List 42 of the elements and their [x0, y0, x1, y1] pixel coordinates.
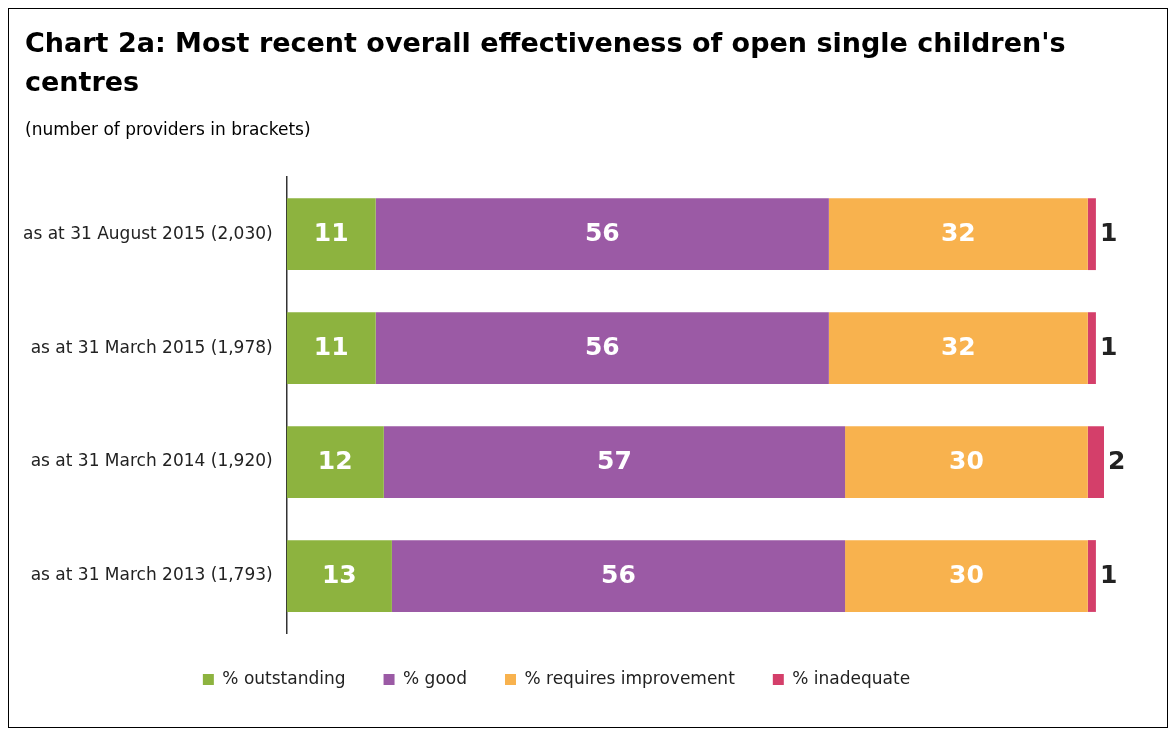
- bar: [383, 426, 846, 499]
- legend-label: % outstanding: [222, 668, 346, 689]
- data-label: 12: [317, 445, 353, 475]
- bar: [1087, 198, 1096, 271]
- bar: [286, 312, 376, 385]
- chart-subtitle: (number of providers in brackets): [24, 118, 312, 140]
- data-label: 32: [940, 331, 976, 361]
- data-label: 1: [1099, 559, 1118, 589]
- y-tick-label: as at 31 August 2015 (2,030): [22, 222, 273, 243]
- y-tick-label: as at 31 March 2013 (1,793): [30, 564, 273, 585]
- data-label: 11: [313, 331, 349, 361]
- bar: [828, 312, 1088, 385]
- bar: [391, 540, 846, 613]
- bar: [375, 312, 829, 385]
- bar: [375, 198, 829, 271]
- y-tick-label: as at 31 March 2014 (1,920): [30, 450, 273, 471]
- data-label: 1: [1099, 217, 1118, 247]
- data-label: 56: [601, 559, 636, 589]
- data-label: 11: [313, 217, 349, 247]
- bar: [286, 540, 392, 613]
- bar: [828, 198, 1088, 271]
- bar: [845, 426, 1088, 499]
- data-label: 30: [949, 445, 984, 475]
- legend-label: % inadequate: [792, 668, 911, 689]
- data-label: 57: [597, 445, 632, 475]
- bar: [286, 426, 384, 499]
- data-label: 56: [584, 217, 620, 247]
- data-label: 1: [1099, 331, 1118, 361]
- bar: [845, 540, 1088, 613]
- bar: [286, 198, 376, 271]
- bar: [1087, 540, 1096, 613]
- data-label: 2: [1107, 445, 1126, 475]
- data-label: 13: [321, 559, 357, 589]
- data-label: 32: [940, 217, 976, 247]
- bar: [1087, 312, 1096, 385]
- chart-title: Chart 2a: Most recent overall effectiveness of open single children's centres: [24, 26, 1067, 100]
- legend-label: % requires improvement: [524, 668, 736, 689]
- y-tick-label: as at 31 March 2015 (1,978): [30, 336, 273, 357]
- data-label: 56: [584, 331, 620, 361]
- bar: [1087, 426, 1104, 499]
- legend-label: % good: [403, 668, 467, 689]
- data-label: 30: [949, 559, 984, 589]
